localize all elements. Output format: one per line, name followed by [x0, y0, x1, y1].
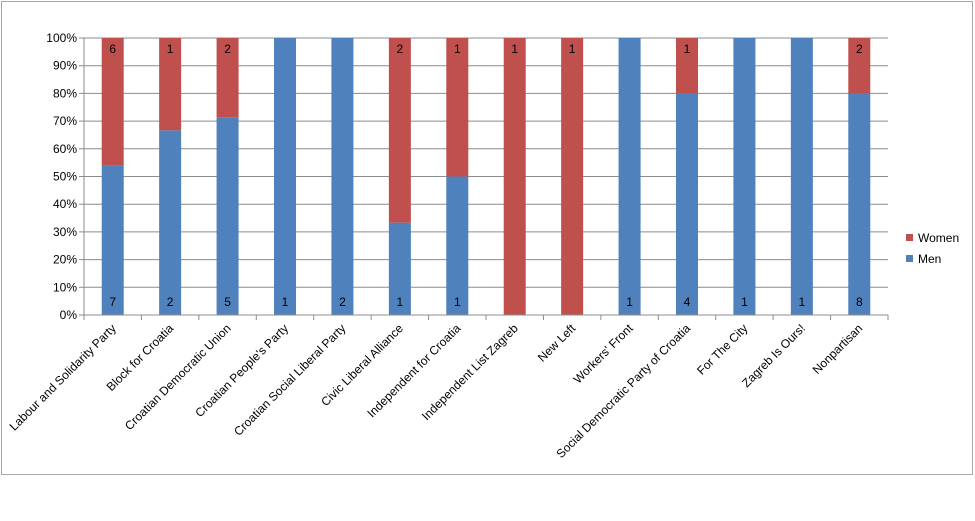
y-tick-label: 30%: [53, 225, 77, 239]
bars: 7 6 2 1 5 2 1 2 1 2 1 1 1 1 1 4 1 1 1 8 2: [101, 38, 871, 316]
y-tick-label: 50%: [53, 170, 77, 184]
bar-men: [618, 38, 641, 315]
data-label-men: 5: [224, 295, 231, 309]
bar-men: [388, 222, 411, 315]
bar-men: [159, 130, 182, 315]
bar-men: [216, 117, 239, 316]
bar-women: [388, 38, 411, 223]
bar-women: [503, 38, 526, 315]
data-label-women: 2: [224, 42, 231, 56]
bar-men: [274, 38, 296, 315]
bar-women: [101, 38, 124, 166]
data-label-women: 6: [109, 42, 116, 56]
legend: Women Men: [906, 231, 959, 266]
category-label: For The City: [694, 321, 750, 377]
data-label-women: 1: [511, 42, 518, 56]
category-label: Labour and Solidarity Party: [7, 321, 119, 433]
legend-label-women: Women: [918, 231, 959, 245]
bar-women: [561, 38, 584, 315]
bar-men: [848, 93, 871, 316]
bar-women: [216, 38, 239, 118]
data-label-men: 7: [109, 295, 116, 309]
bar-men: [446, 176, 469, 315]
chart-svg: 0% 10% 20% 30% 40% 50% 60% 70% 80% 90% 100% 7 6 2 1 5 2…: [7, 31, 960, 461]
data-label-men: 1: [397, 295, 404, 309]
data-label-women: 1: [167, 42, 174, 56]
y-tick-label: 40%: [53, 197, 77, 211]
data-label-women: 2: [856, 42, 863, 56]
grid-lines: [84, 37, 888, 288]
category-label: Workers' Front: [571, 321, 637, 387]
bar-men: [676, 93, 698, 316]
category-label: Croatian Democratic Union: [122, 321, 234, 433]
y-tick-label: 70%: [53, 114, 77, 128]
category-label: Croatian Social Liberal Party: [231, 321, 348, 438]
y-tick-label: 20%: [53, 253, 77, 267]
data-label-women: 1: [454, 42, 461, 56]
y-tick-label: 60%: [53, 142, 77, 156]
y-tick-label: 10%: [53, 280, 77, 294]
category-label: Independent for Croatia: [364, 321, 463, 420]
data-label-men: 1: [454, 295, 461, 309]
category-label: Independent List Zagreb: [419, 321, 521, 423]
data-label-men: 1: [282, 295, 289, 309]
y-axis: 0% 10% 20% 30% 40% 50% 60% 70% 80% 90% 100%: [46, 31, 85, 322]
data-label-men: 2: [167, 295, 174, 309]
y-tick-label: 100%: [46, 31, 77, 45]
bar-women: [159, 38, 182, 131]
bar-men: [331, 38, 354, 315]
data-label-men: 4: [684, 295, 691, 309]
bar-women: [848, 38, 871, 94]
data-label-men: 2: [339, 295, 346, 309]
y-tick-label: 90%: [53, 59, 77, 73]
data-label-women: 1: [569, 42, 576, 56]
bar-women: [446, 38, 469, 177]
bar-men: [790, 38, 813, 315]
data-label-men: 1: [741, 295, 748, 309]
data-label-men: 1: [799, 295, 806, 309]
data-label-women: 1: [684, 42, 691, 56]
category-label: Nonpartisan: [810, 321, 866, 377]
data-label-women: 2: [397, 42, 404, 56]
category-label: Croatian People's Party: [192, 321, 291, 420]
legend-swatch-women: [906, 234, 913, 241]
y-tick-label: 80%: [53, 86, 77, 100]
category-label: New Left: [535, 321, 579, 365]
legend-label-men: Men: [918, 252, 941, 266]
bar-women: [676, 38, 698, 94]
chart-frame: 0% 10% 20% 30% 40% 50% 60% 70% 80% 90% 100% 7 6 2 1 5 2…: [1, 1, 973, 475]
bar-men: [101, 165, 124, 315]
data-label-men: 8: [856, 295, 863, 309]
data-label-men: 1: [626, 295, 633, 309]
legend-swatch-men: [906, 255, 913, 262]
bar-men: [733, 38, 756, 315]
y-tick-label: 0%: [60, 308, 78, 322]
